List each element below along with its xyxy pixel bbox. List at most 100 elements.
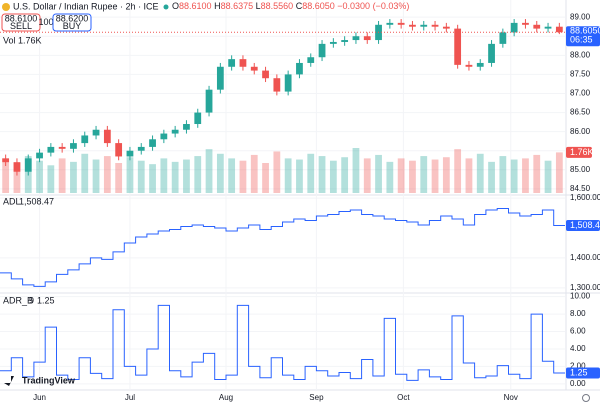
volume-bar	[296, 159, 303, 193]
volume-bar	[194, 156, 202, 193]
volume-name: Vol	[3, 35, 16, 45]
ohlc-value: 88.6050	[302, 1, 335, 11]
y-tick-label: 1,400.00	[570, 253, 600, 262]
volume-bar	[488, 161, 495, 193]
y-tick-label: 87.50	[570, 70, 591, 79]
x-tick-label: Nov	[504, 393, 518, 402]
candle-body	[239, 59, 247, 67]
candle-body	[442, 26, 450, 29]
volume-bar	[544, 160, 552, 193]
y-tick-label: 89.00	[570, 12, 591, 21]
candle-body	[307, 57, 315, 63]
logo: TradingView	[22, 375, 76, 385]
y-tick-label: 86.50	[570, 108, 591, 117]
candle-body	[58, 146, 66, 149]
x-tick-label: Oct	[397, 393, 410, 402]
ohlc: O88.6100 H88.6375 L88.5560 C88.6050 −0.0…	[172, 1, 409, 11]
y-tick-label: 6.00	[570, 327, 586, 336]
volume-bar	[273, 151, 281, 193]
candle-body	[397, 22, 405, 25]
volume-bar	[103, 156, 111, 193]
ohlc-value: 88.5560	[261, 1, 294, 11]
ohlc-label: C	[296, 1, 303, 11]
candle-body	[92, 129, 100, 136]
y-tick-label: 8.00	[570, 309, 586, 318]
y-tick-label: 1,300.00	[570, 283, 600, 292]
volume-bar	[115, 163, 123, 193]
ohlc-label: L	[256, 1, 261, 11]
sell-label: SELL	[10, 21, 32, 31]
volume-bar	[375, 154, 382, 193]
candle-body	[341, 40, 349, 42]
candle-body	[13, 162, 21, 172]
volume-bar	[137, 160, 145, 193]
settings-icon[interactable]	[582, 394, 590, 402]
candle-body	[454, 28, 462, 65]
candle-body	[273, 78, 281, 92]
candle-body	[476, 62, 484, 67]
candle-body	[522, 22, 529, 25]
y-tick-label: 88.00	[570, 50, 591, 59]
candle-body	[510, 22, 518, 33]
volume-bar	[262, 163, 269, 193]
candle-body	[36, 152, 43, 159]
volume-bar	[239, 160, 247, 193]
volume-bar	[442, 157, 450, 193]
volume-bar	[420, 156, 428, 193]
candle-body	[533, 24, 541, 29]
candle-body	[183, 124, 190, 130]
indicator-badge-label: 1.25	[570, 367, 588, 377]
volume-bar	[533, 154, 541, 193]
volume-bar	[499, 156, 507, 193]
candle-body	[544, 26, 552, 29]
volume-bar	[465, 158, 473, 193]
volume-badge	[566, 146, 592, 158]
sell-price: 88.6100	[5, 13, 38, 23]
volume-bar	[149, 164, 156, 193]
volume-bar	[363, 158, 371, 193]
candle-body	[160, 133, 168, 140]
volume-bar	[171, 161, 179, 193]
candle-body	[2, 158, 10, 163]
indicator-line	[0, 208, 565, 287]
volume-bar	[216, 153, 224, 193]
candle-body	[149, 139, 156, 147]
adr-name: ADR_B	[3, 295, 33, 305]
header: U.S. Dollar / Indian Rupee · 2h · ICE O8…	[1, 1, 590, 402]
candle-body	[555, 26, 563, 33]
volume-value: 1.76K	[18, 35, 42, 45]
candle-body	[409, 24, 416, 27]
volume-bar	[386, 161, 394, 193]
indicator-badge	[566, 367, 600, 379]
x-tick-label: Aug	[219, 393, 233, 402]
volume-bar	[522, 158, 529, 193]
candle-body	[296, 62, 303, 75]
status-dot	[163, 4, 169, 10]
candle-body	[70, 143, 77, 149]
volume-bar	[352, 148, 360, 193]
candle-body	[228, 59, 236, 67]
volume-bar	[341, 157, 349, 193]
volume-bar	[160, 158, 168, 193]
candle-body	[352, 36, 360, 41]
y-tick-label: 2.00	[570, 362, 586, 371]
volume-bar	[92, 159, 100, 193]
candle-body	[216, 66, 224, 90]
sell-button[interactable]	[1, 13, 41, 32]
volume-bar	[284, 158, 292, 193]
y-tick-label: 85.00	[570, 165, 591, 174]
last-price-badge	[566, 26, 600, 47]
y-tick-label: 10.00	[570, 292, 591, 301]
volume-bar	[431, 159, 439, 193]
candle-body	[284, 74, 292, 92]
volume-bar	[318, 156, 326, 193]
x-tick-label: Sep	[309, 393, 324, 402]
volume-bar	[409, 160, 416, 193]
buy-button[interactable]	[52, 13, 92, 32]
volume-bar	[13, 163, 21, 193]
volume-bar	[70, 161, 77, 193]
volume-bar	[555, 152, 563, 193]
candle-body	[431, 24, 439, 27]
